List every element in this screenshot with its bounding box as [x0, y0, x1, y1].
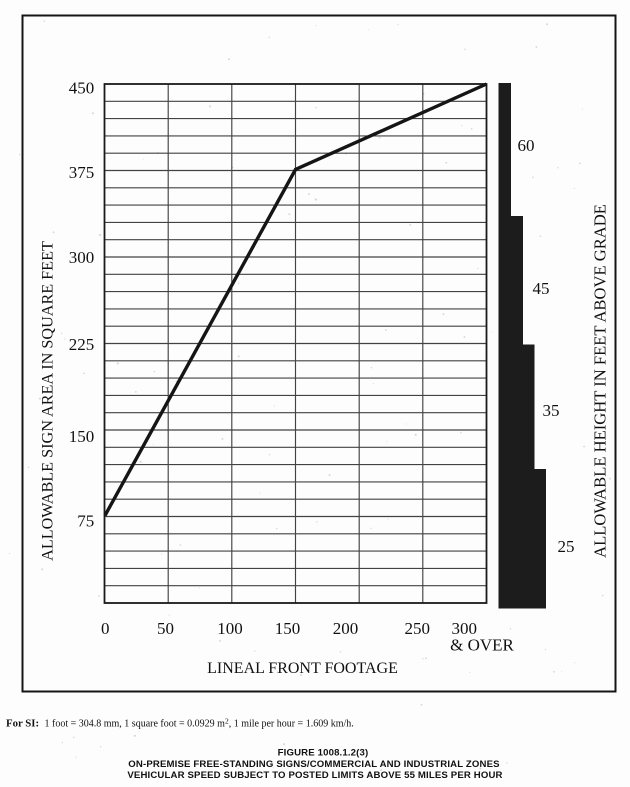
svg-text:For SI:: For SI:: [6, 718, 39, 730]
svg-text:ALLOWABLE HEIGHT IN FEET ABOVE: ALLOWABLE HEIGHT IN FEET ABOVE GRADE: [591, 204, 610, 558]
svg-text:250: 250: [404, 619, 430, 638]
svg-text:ALLOWABLE SIGN AREA IN SQUARE: ALLOWABLE SIGN AREA IN SQUARE FEET: [39, 241, 57, 561]
svg-text:375: 375: [69, 163, 95, 182]
svg-text:225: 225: [69, 335, 95, 354]
svg-text:0: 0: [101, 619, 110, 638]
svg-text:35: 35: [543, 401, 560, 420]
svg-text:50: 50: [157, 619, 174, 638]
svg-text:150: 150: [69, 427, 95, 446]
svg-text:45: 45: [533, 279, 550, 298]
svg-text:200: 200: [333, 619, 359, 638]
svg-text:150: 150: [275, 619, 301, 638]
svg-text:300: 300: [69, 248, 95, 267]
svg-text:FIGURE 1008.1.2(3): FIGURE 1008.1.2(3): [278, 748, 369, 759]
svg-text:100: 100: [217, 619, 243, 638]
svg-text:LINEAL FRONT FOOTAGE: LINEAL FRONT FOOTAGE: [207, 660, 398, 677]
svg-text:ON-PREMISE FREE-STANDING SIGNS: ON-PREMISE FREE-STANDING SIGNS/COMMERCIA…: [128, 759, 500, 770]
svg-text:75: 75: [77, 511, 94, 530]
svg-text:450: 450: [69, 79, 95, 98]
svg-text:60: 60: [518, 136, 535, 155]
svg-text:& OVER: & OVER: [450, 636, 514, 655]
svg-text:25: 25: [558, 537, 575, 556]
svg-text:VEHICULAR SPEED SUBJECT TO POS: VEHICULAR SPEED SUBJECT TO POSTED LIMITS…: [127, 770, 502, 781]
svg-text:1 foot = 304.8 mm, 1 square fo: 1 foot = 304.8 mm, 1 square foot = 0.092…: [45, 716, 354, 729]
svg-text:300: 300: [452, 619, 478, 638]
